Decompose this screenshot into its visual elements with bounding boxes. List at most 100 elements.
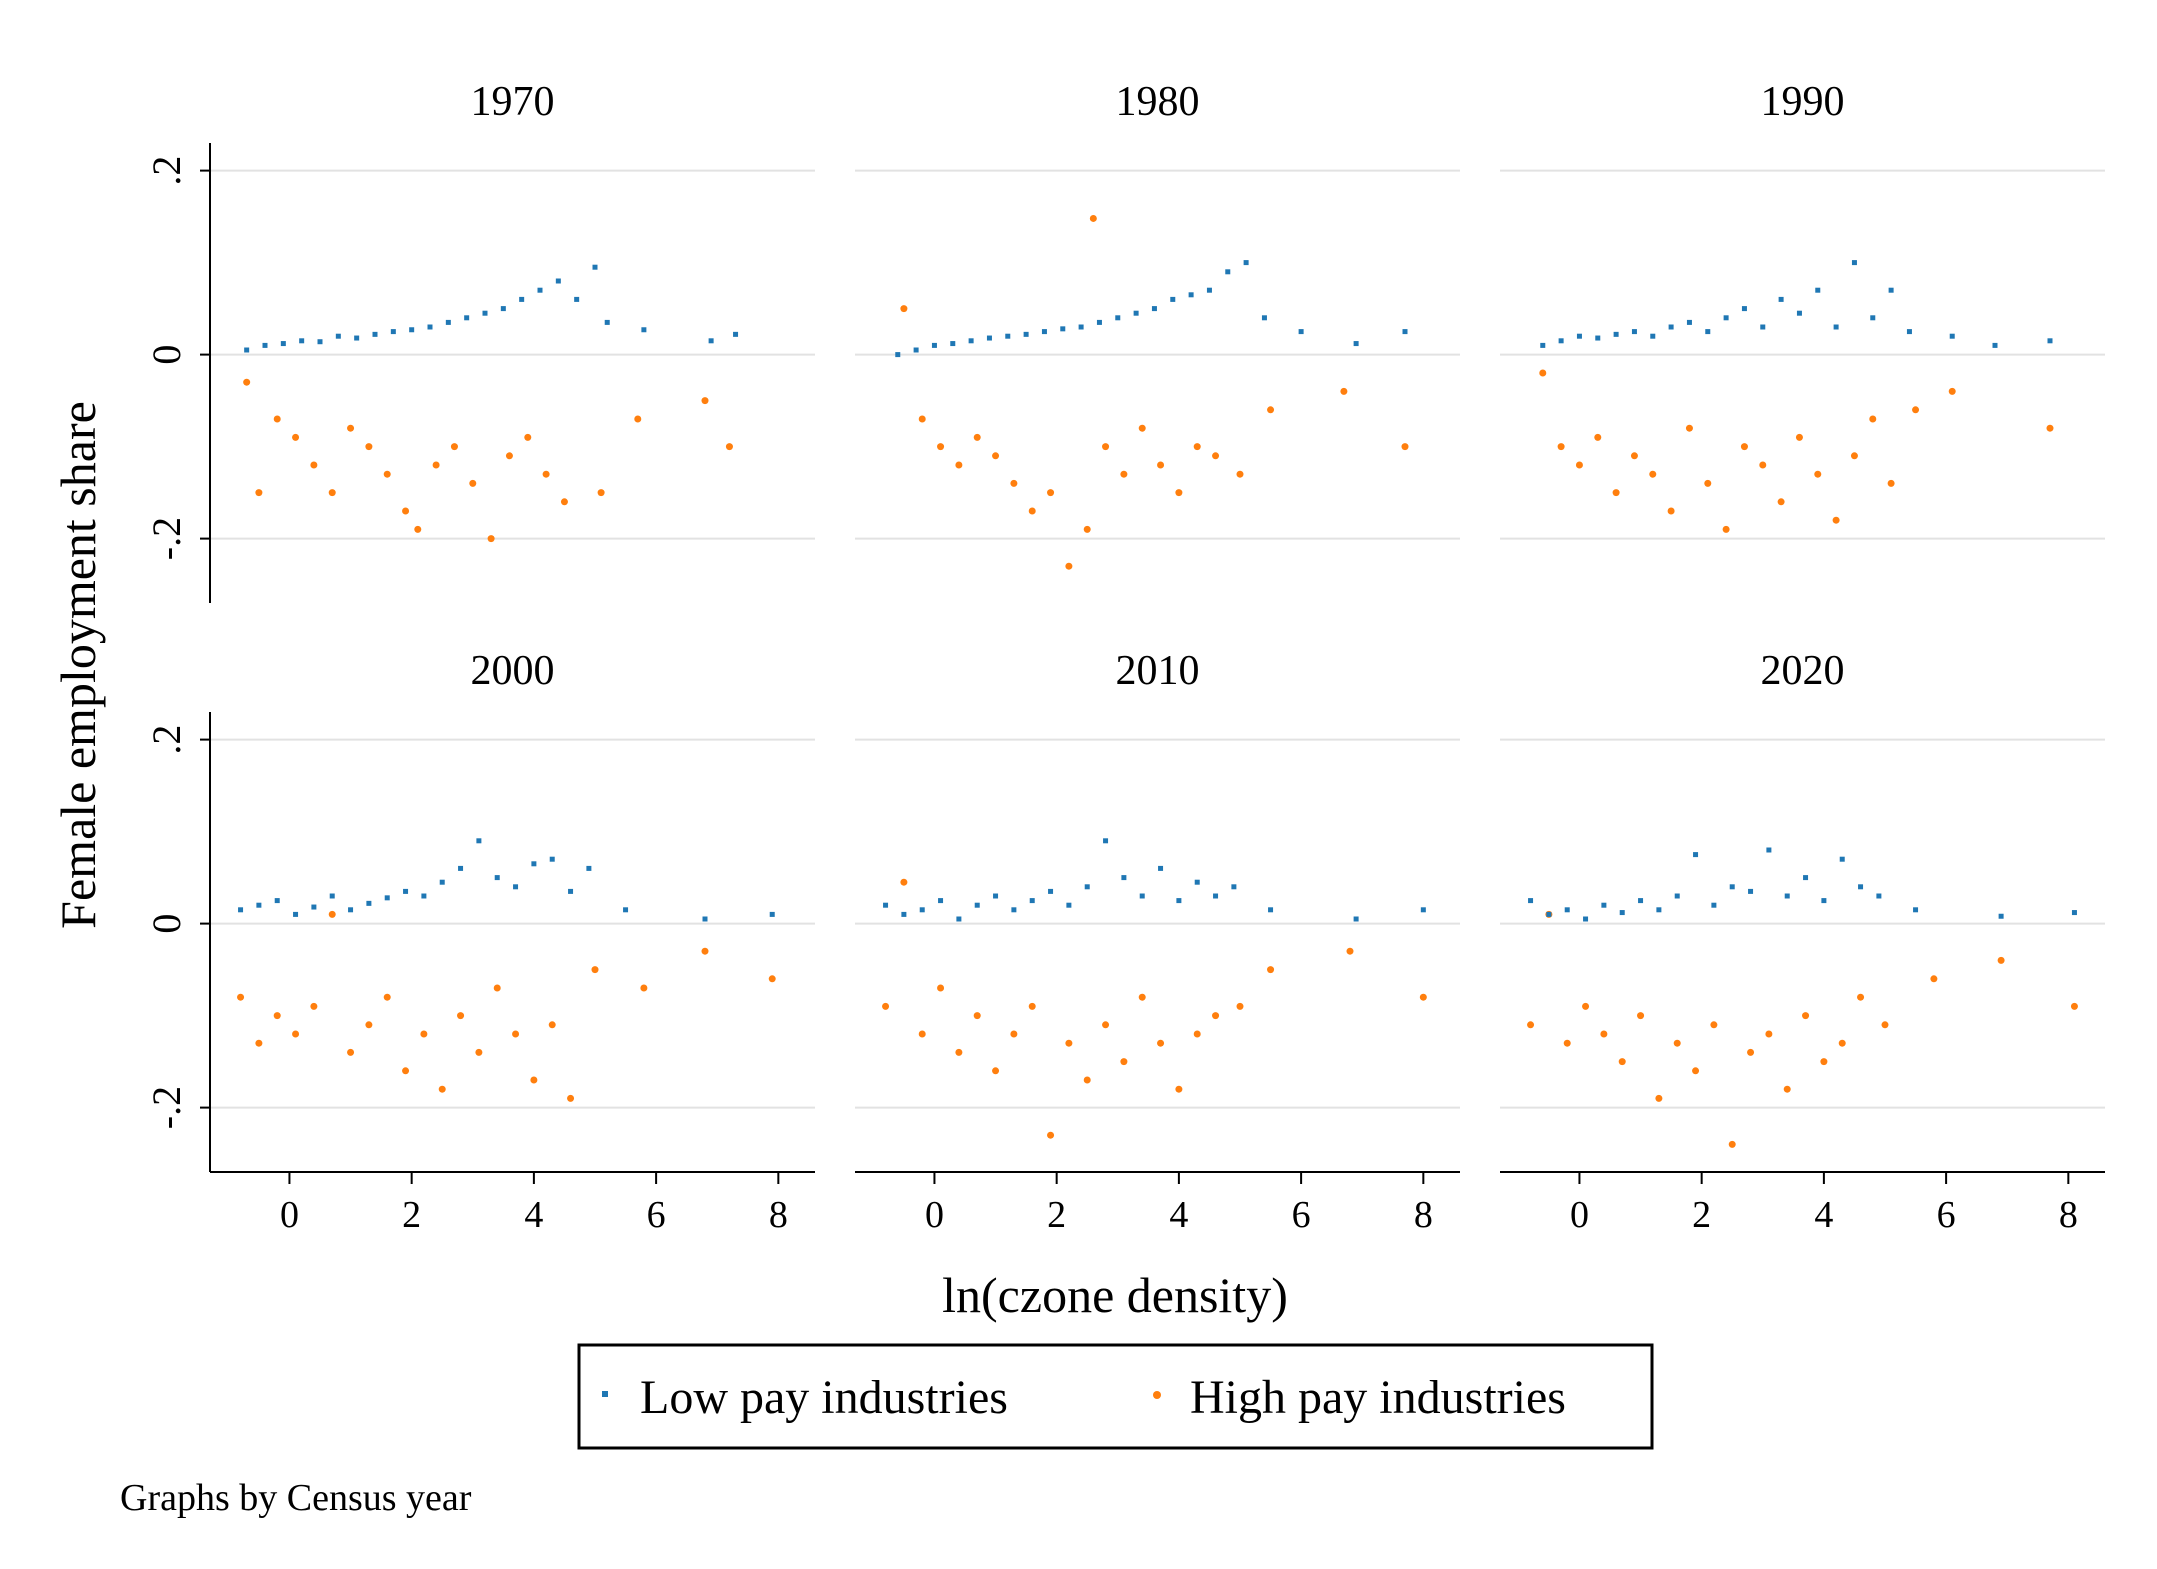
low-pay-point [641,327,647,333]
high-pay-point [937,443,945,451]
graph-note: Graphs by Census year [120,1477,472,1519]
high-pay-point [243,378,251,386]
high-pay-point [402,507,410,515]
low-pay-point [1170,296,1176,302]
low-pay-point [464,315,470,321]
low-pay-point [1949,333,1955,339]
legend-box [577,1343,1654,1450]
high-pay-point [237,993,245,1001]
high-pay-point [1740,443,1748,451]
y-tick-label: 0 [144,345,189,365]
high-pay-point [900,878,908,886]
high-pay-point [1832,516,1840,524]
legend: Low pay industries High pay industries [577,1343,1654,1450]
legend-label-high-pay: High pay industries [1190,1371,1566,1424]
high-pay-point [292,1030,300,1038]
panel-1990: 1990 [1500,79,2105,540]
high-pay-point [365,443,373,451]
low-pay-point [913,347,919,353]
high-pay-point [383,993,391,1001]
high-pay-point [1881,1021,1889,1029]
high-pay-point [918,415,926,423]
high-pay-point [255,1039,263,1047]
low-pay-point [1298,329,1304,335]
high-pay-point [1575,461,1583,469]
high-pay-point [310,461,318,469]
low-pay-point [1595,335,1601,341]
low-pay-point [568,888,574,894]
low-pay-point [439,879,445,885]
low-pay-point [445,319,451,325]
high-pay-point [273,1012,281,1020]
high-pay-point [1850,452,1858,460]
low-pay-point [592,264,598,270]
panel-1980: 1980 [855,79,1460,570]
x-tick-label: 2 [1047,1194,1066,1236]
low-pay-point [1176,898,1182,904]
low-pay-point [403,888,409,894]
low-pay-point [1619,910,1625,916]
low-pay-point [1558,338,1564,344]
low-pay-point [901,911,907,917]
high-pay-point [1612,489,1620,497]
low-pay-point [1121,875,1127,881]
high-pay-point [1401,443,1409,451]
panel-title: 2000 [471,648,555,694]
low-pay-point [1723,315,1729,321]
low-pay-point [1668,324,1674,330]
x-tick-label: 2 [402,1194,421,1236]
high-pay-point [548,1021,556,1029]
x-tick-label: 4 [1169,1194,1188,1236]
low-pay-point [956,916,962,922]
low-pay-point [1564,907,1570,913]
high-pay-point [1527,1021,1535,1029]
high-pay-point [1047,1131,1055,1139]
low-pay-point [1402,329,1408,335]
low-pay-point [919,907,925,913]
low-pay-point [1686,319,1692,325]
high-pay-point [365,1021,373,1029]
low-pay-point [1576,333,1582,339]
low-pay-point [1650,333,1656,339]
low-pay-point [1261,315,1267,321]
high-pay-point [1673,1039,1681,1047]
low-pay-point [1693,852,1699,858]
low-pay-point [1631,329,1637,335]
low-pay-point [1194,879,1200,885]
x-tick-label: 4 [524,1194,543,1236]
low-pay-point [1115,315,1121,321]
low-pay-point [494,875,500,881]
low-pay-point [1540,342,1546,348]
high-pay-point [273,415,281,423]
high-pay-point [701,397,709,405]
high-pay-point [1765,1030,1773,1038]
high-pay-point [1102,1021,1110,1029]
high-pay-point [1857,993,1865,1001]
high-pay-point [1539,369,1547,377]
high-pay-point [937,984,945,992]
low-pay-point [1188,292,1194,298]
low-pay-point [1546,911,1552,917]
low-pay-point [1601,902,1607,908]
high-pay-point [1267,966,1275,974]
low-pay-point [482,310,488,316]
high-pay-point [567,1094,575,1102]
high-pay-point [1236,1002,1244,1010]
high-pay-point [992,452,1000,460]
low-pay-point [1815,287,1821,293]
low-pay-point [1243,260,1249,266]
low-pay-point [931,342,937,348]
low-pay-point [317,339,323,345]
high-pay-point [1157,1039,1165,1047]
x-tick-label: 8 [2059,1194,2078,1236]
low-pay-point [1151,306,1157,312]
high-pay-point [1419,993,1427,1001]
legend-marker-high-pay [1153,1391,1161,1399]
low-pay-point [421,893,427,899]
high-pay-point [292,433,300,441]
low-pay-point [974,902,980,908]
low-pay-point [1656,907,1662,913]
low-pay-point [311,904,317,910]
high-pay-point [1138,993,1146,1001]
high-pay-point [640,984,648,992]
